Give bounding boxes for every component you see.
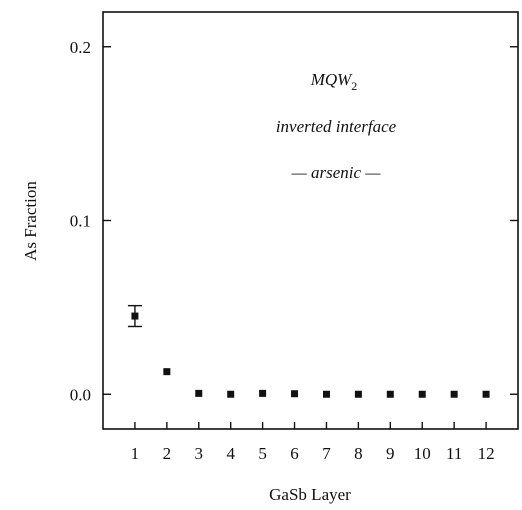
annotation-inverted-interface: inverted interface xyxy=(276,117,397,136)
data-points xyxy=(127,304,490,398)
annotation-mqw-main: MQW xyxy=(310,70,353,89)
annotation-arsenic: — arsenic — xyxy=(291,163,382,182)
data-point xyxy=(418,390,426,398)
data-point xyxy=(291,390,299,398)
x-tick-label: 11 xyxy=(446,444,462,463)
x-tick-label: 3 xyxy=(195,444,204,463)
x-tick-label: 8 xyxy=(354,444,363,463)
data-point xyxy=(354,390,362,398)
x-tick-label: 7 xyxy=(322,444,331,463)
annotation-mqw: MQW2 xyxy=(310,70,358,93)
annotation-mqw-subscript: 2 xyxy=(351,79,357,93)
data-point xyxy=(482,390,490,398)
data-point xyxy=(386,390,394,398)
x-tick-label: 9 xyxy=(386,444,395,463)
data-point xyxy=(259,389,267,397)
x-axis-ticks: 1 2 3 4 5 6 7 8 9 10 11 12 xyxy=(131,422,495,463)
y-axis-ticks: 0.0 0.1 0.2 xyxy=(70,38,518,404)
y-tick-label: 0.2 xyxy=(70,38,91,57)
x-tick-label: 10 xyxy=(414,444,431,463)
x-tick-label: 4 xyxy=(226,444,235,463)
x-tick-label: 5 xyxy=(258,444,267,463)
y-tick-label: 0.0 xyxy=(70,385,91,404)
data-point xyxy=(195,389,203,397)
data-point xyxy=(163,368,171,376)
x-tick-label: 12 xyxy=(478,444,495,463)
y-tick-label: 0.1 xyxy=(70,212,91,231)
data-point xyxy=(227,390,235,398)
x-axis-label: GaSb Layer xyxy=(269,485,351,504)
data-point xyxy=(450,390,458,398)
y-axis-label: As Fraction xyxy=(21,181,40,261)
data-point xyxy=(131,312,139,320)
data-point xyxy=(322,390,330,398)
x-tick-label: 6 xyxy=(290,444,299,463)
x-tick-label: 1 xyxy=(131,444,140,463)
x-tick-label: 2 xyxy=(163,444,172,463)
